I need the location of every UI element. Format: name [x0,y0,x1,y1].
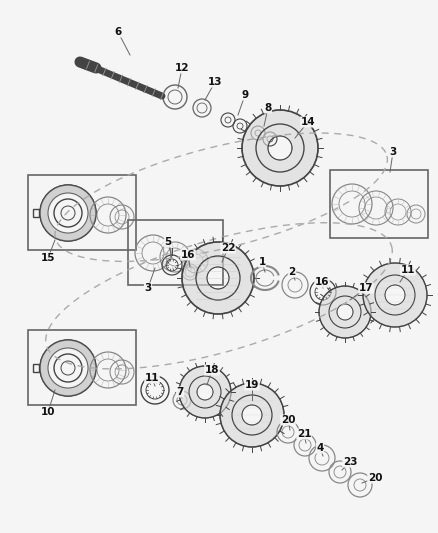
Text: 21: 21 [297,429,311,439]
Text: 11: 11 [401,265,415,275]
Text: 13: 13 [208,77,222,87]
Text: 3: 3 [145,283,152,293]
Text: 16: 16 [315,277,329,287]
Bar [28,330,136,405]
Wedge shape [40,340,96,396]
Text: 17: 17 [359,283,373,293]
Wedge shape [179,366,231,418]
Wedge shape [319,286,371,338]
Text: 12: 12 [175,63,189,73]
Wedge shape [40,185,96,241]
Wedge shape [220,383,284,447]
Text: 3: 3 [389,147,397,157]
Text: 1: 1 [258,257,265,267]
Text: 16: 16 [181,250,195,260]
Bar [33,209,39,217]
Wedge shape [182,242,254,314]
Text: 20: 20 [281,415,295,425]
Text: 18: 18 [205,365,219,375]
Text: 10: 10 [41,407,55,417]
Bar [330,170,428,238]
Text: 2: 2 [288,267,296,277]
Text: 4: 4 [316,443,324,453]
Text: 11: 11 [145,373,159,383]
Text: 22: 22 [221,243,235,253]
Text: 8: 8 [265,103,272,113]
Bar [28,175,136,250]
Text: 5: 5 [164,237,172,247]
Text: 7: 7 [177,387,184,397]
Wedge shape [363,263,427,327]
Text: 14: 14 [301,117,315,127]
Text: 9: 9 [241,90,248,100]
Bar [33,364,39,372]
Bar [128,220,223,285]
Text: 20: 20 [368,473,382,483]
Text: 6: 6 [114,27,122,37]
Wedge shape [242,110,318,186]
Text: 19: 19 [245,380,259,390]
Text: 15: 15 [41,253,55,263]
Text: 23: 23 [343,457,357,467]
